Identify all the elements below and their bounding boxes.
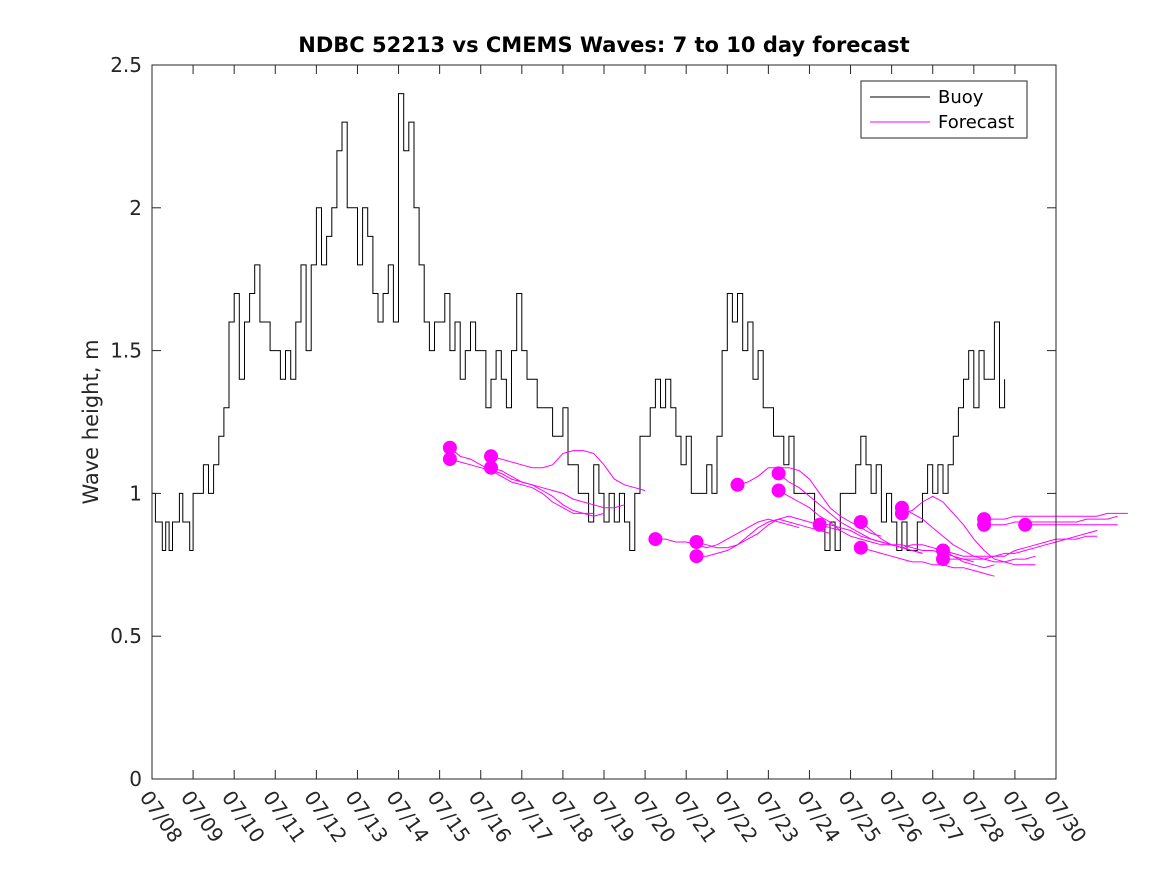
forecast-start-marker (648, 532, 663, 547)
forecast-line (901, 507, 1036, 563)
forecast-line (901, 495, 1036, 566)
forecast-start-marker (442, 452, 457, 467)
y-tick-label: 2 (129, 196, 142, 220)
forecast-start-marker (442, 440, 457, 455)
chart-title: NDBC 52213 vs CMEMS Waves: 7 to 10 day f… (298, 33, 909, 57)
legend-buoy-label: Buoy (938, 87, 984, 108)
forecast-line (942, 530, 1098, 557)
y-tick-label: 2.5 (110, 53, 142, 77)
forecast-start-marker (484, 460, 498, 475)
y-tick-label: 1 (129, 481, 142, 505)
forecast-start-marker (977, 517, 992, 532)
legend-box (860, 80, 1028, 139)
buoy-line (152, 93, 1006, 551)
forecast-series (442, 440, 1128, 577)
y-tick-label: 1.5 (110, 339, 142, 363)
forecast-start-marker (771, 483, 786, 498)
forecast-start-marker (689, 535, 704, 549)
forecast-line (449, 447, 605, 517)
forecast-line (860, 547, 995, 577)
forecast-start-marker (771, 466, 786, 481)
forecast-start-marker (689, 549, 704, 564)
y-tick-label: 0 (129, 767, 142, 791)
buoy-series (152, 93, 1006, 551)
forecast-line (490, 450, 646, 491)
plot-area (151, 64, 1128, 780)
forecast-line (984, 515, 1118, 526)
forecast-start-marker (730, 477, 745, 492)
forecast-start-marker (484, 449, 498, 464)
y-axis-label: Wave height, m (79, 339, 103, 504)
forecast-start-marker (936, 552, 950, 567)
axes-background (152, 65, 1056, 779)
forecast-start-marker (853, 515, 868, 529)
forecast-line (490, 467, 625, 509)
legend-forecast-label: Forecast (938, 112, 1014, 133)
forecast-line (860, 521, 995, 569)
forecast-start-marker (853, 540, 868, 555)
forecast-line (943, 535, 1098, 560)
forecast-start-marker (894, 506, 909, 521)
forecast-start-marker (1018, 517, 1033, 532)
forecast-line (696, 518, 831, 557)
y-tick-label: 0.5 (110, 624, 142, 648)
y-axis: 0 0.5 1 1.5 2 2.5 (110, 53, 1056, 791)
forecast-start-marker (812, 517, 827, 532)
legend: Buoy Forecast (860, 80, 1028, 139)
